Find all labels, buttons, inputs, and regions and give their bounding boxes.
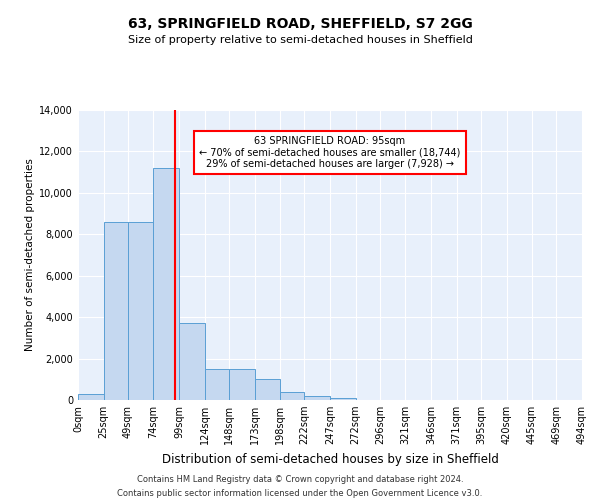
Text: 63 SPRINGFIELD ROAD: 95sqm
← 70% of semi-detached houses are smaller (18,744)
29: 63 SPRINGFIELD ROAD: 95sqm ← 70% of semi… xyxy=(199,136,461,170)
Text: 63, SPRINGFIELD ROAD, SHEFFIELD, S7 2GG: 63, SPRINGFIELD ROAD, SHEFFIELD, S7 2GG xyxy=(128,18,472,32)
Text: Contains HM Land Registry data © Crown copyright and database right 2024.
Contai: Contains HM Land Registry data © Crown c… xyxy=(118,476,482,498)
X-axis label: Distribution of semi-detached houses by size in Sheffield: Distribution of semi-detached houses by … xyxy=(161,452,499,466)
Bar xyxy=(128,222,154,400)
Bar xyxy=(330,398,356,400)
Bar xyxy=(154,168,179,400)
Bar xyxy=(304,396,330,400)
Bar xyxy=(78,394,104,400)
Bar xyxy=(280,392,304,400)
Bar xyxy=(104,222,128,400)
Bar xyxy=(179,324,205,400)
Bar xyxy=(229,369,254,400)
Bar xyxy=(205,369,229,400)
Text: Size of property relative to semi-detached houses in Sheffield: Size of property relative to semi-detach… xyxy=(128,35,472,45)
Y-axis label: Number of semi-detached properties: Number of semi-detached properties xyxy=(25,158,35,352)
Bar xyxy=(254,380,280,400)
